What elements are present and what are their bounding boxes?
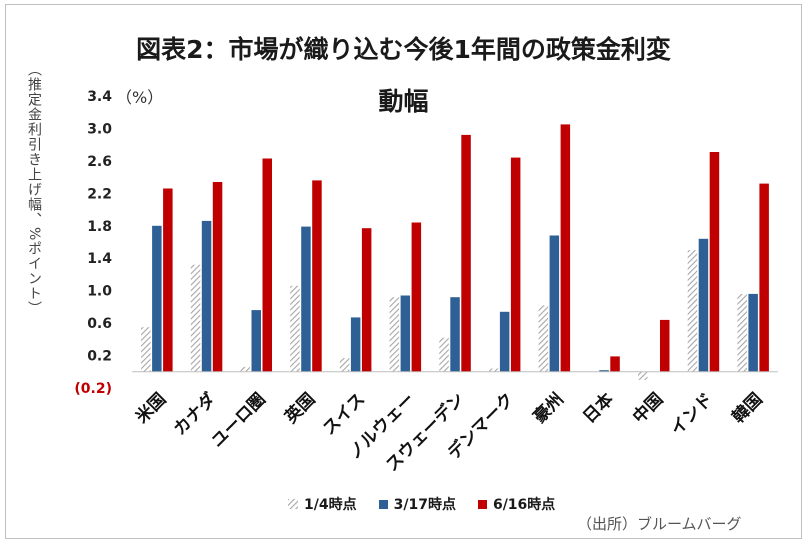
y-tick-label: 2.2 — [87, 186, 112, 202]
bar-1-12 — [687, 250, 698, 372]
legend-swatch-red — [477, 499, 487, 509]
legend-label-2: 3/17時点 — [393, 497, 456, 513]
x-tick-label: 日本 — [579, 389, 618, 428]
bar-2-8 — [499, 311, 510, 372]
bar-3-1 — [163, 188, 173, 372]
bar-2-2 — [201, 220, 212, 372]
bar-1-3 — [240, 366, 250, 372]
bar-2-5 — [350, 317, 361, 372]
legend-item-3: 6/16時点 — [477, 494, 556, 514]
legend-item-1: 1/4時点 — [288, 494, 357, 514]
x-tick-label: 中国 — [628, 389, 667, 428]
bar-3-7 — [461, 134, 471, 372]
legend-swatch-blue — [378, 499, 388, 509]
y-tick-label: (0.2) — [74, 381, 112, 397]
legend-label-3: 6/16時点 — [492, 497, 556, 513]
chart-frame — [5, 4, 802, 539]
x-tick-label: 豪州 — [529, 389, 568, 428]
x-tick-label: 米国 — [131, 389, 170, 428]
legend-item-2: 3/17時点 — [378, 494, 456, 514]
bar-3-10 — [610, 356, 620, 372]
bar-2-6 — [400, 295, 411, 372]
y-tick-label: 1.0 — [87, 284, 112, 300]
legend-label-1: 1/4時点 — [304, 497, 357, 513]
bar-3-6 — [411, 222, 422, 372]
y-tick-label: 0.6 — [87, 316, 112, 332]
chart-legend: 1/4時点 3/17時点 6/16時点 — [288, 494, 555, 514]
bar-1-5 — [339, 358, 350, 372]
bar-3-12 — [709, 152, 720, 372]
chart-title-line2: 動幅 — [378, 87, 429, 116]
bar-1-7 — [439, 337, 449, 372]
y-axis-label: （推定金利引き上げ幅、%ポイント） — [26, 62, 42, 317]
bar-3-4 — [312, 180, 322, 372]
y-tick-label: 1.8 — [87, 219, 112, 235]
y-tick-label: 1.4 — [87, 251, 112, 267]
chart-title-line1: 図表2：市場が織り込む今後1年間の政策金利変 — [136, 35, 671, 64]
x-tick-label: 韓国 — [728, 389, 767, 428]
bar-1-9 — [538, 305, 549, 372]
bar-2-10 — [599, 370, 609, 372]
bar-1-6 — [389, 297, 400, 372]
y-axis-unit: （%） — [116, 88, 164, 107]
y-tick-label: 2.6 — [87, 154, 112, 170]
bar-3-5 — [361, 228, 372, 372]
bar-2-1 — [152, 225, 162, 372]
source-note: （出所）ブルームバーグ — [577, 515, 742, 533]
x-tick-label: 英国 — [281, 389, 320, 428]
bar-2-12 — [698, 238, 709, 372]
x-tick-label: インド — [667, 389, 717, 439]
bar-1-1 — [141, 327, 151, 372]
y-tick-label: 3.0 — [87, 121, 112, 137]
bar-1-2 — [190, 264, 201, 372]
legend-swatch-hatched — [288, 499, 298, 509]
bar-3-11 — [660, 319, 670, 372]
bar-3-8 — [510, 157, 521, 372]
bar-2-4 — [301, 226, 311, 372]
x-tick-label: ユーロ圏 — [208, 389, 270, 451]
bar-2-3 — [251, 310, 261, 372]
bar-2-9 — [549, 235, 560, 372]
y-tick-label: 3.4 — [87, 89, 112, 105]
bar-1-8 — [488, 368, 499, 372]
bar-2-7 — [450, 297, 460, 372]
bar-3-9 — [560, 124, 571, 372]
y-tick-label: 0.2 — [87, 349, 112, 365]
bar-3-3 — [262, 158, 272, 372]
bar-3-13 — [759, 183, 769, 372]
bar-1-13 — [737, 293, 747, 372]
bar-1-4 — [290, 285, 300, 372]
bar-3-2 — [212, 182, 223, 372]
bar-1-11 — [638, 371, 648, 380]
bar-2-13 — [748, 293, 758, 372]
